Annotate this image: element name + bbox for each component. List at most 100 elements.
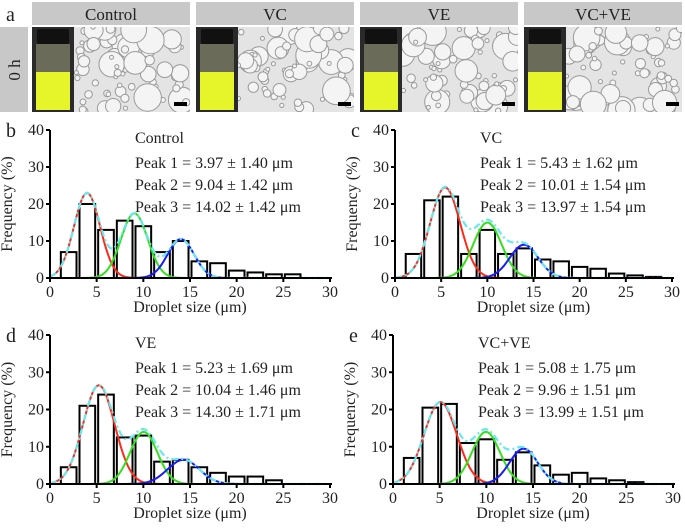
bar [570, 265, 589, 279]
x-axis-label: Droplet size (μm) [476, 505, 589, 522]
y-tick-label: 10 [373, 233, 389, 250]
droplet [238, 95, 241, 102]
droplet [434, 43, 452, 61]
column-header-bg [196, 2, 354, 25]
bar [171, 240, 190, 279]
peak-annotation: Peak 2 = 9.04 ± 1.42 μm [135, 177, 293, 194]
column-header-bg [360, 2, 518, 25]
peak-annotation: Peak 3 = 13.99 ± 1.51 μm [478, 404, 644, 421]
x-tick-label: 10 [479, 284, 495, 301]
droplet [614, 100, 632, 112]
peak-annotation: Peak 1 = 5.23 ± 1.69 μm [135, 360, 293, 377]
bar [477, 438, 496, 485]
droplet [238, 28, 245, 36]
scale-bar [174, 102, 187, 106]
droplet [408, 27, 427, 47]
droplet [454, 59, 479, 83]
droplet [435, 102, 442, 109]
peak-annotation: Peak 2 = 10.04 ± 1.46 μm [135, 382, 301, 399]
droplet [639, 68, 650, 79]
x-tick-label: 30 [322, 490, 338, 507]
bar [570, 471, 589, 486]
droplet [430, 90, 442, 102]
droplet [171, 64, 190, 83]
droplet [423, 77, 429, 83]
row-label: 0 h [5, 59, 24, 81]
droplet [319, 96, 326, 102]
droplet [326, 60, 332, 66]
droplet [664, 43, 670, 49]
y-tick-label: 0 [379, 476, 387, 493]
vial-cap [201, 29, 233, 44]
y-tick-label: 30 [371, 364, 387, 381]
droplet [478, 80, 490, 92]
y-tick-label: 0 [36, 270, 44, 287]
y-tick-label: 40 [28, 327, 44, 344]
droplet [338, 27, 350, 35]
x-tick-label: 5 [93, 490, 101, 507]
bar [227, 269, 246, 280]
x-tick-label: 15 [182, 490, 198, 507]
droplet [656, 71, 666, 81]
image-column-2: VE [360, 2, 518, 112]
x-tick-label: 0 [389, 490, 397, 507]
droplet [279, 102, 285, 108]
fit-curve-sum [394, 185, 672, 280]
droplet [167, 86, 190, 112]
panel-label: b [6, 120, 16, 142]
droplet [471, 37, 485, 50]
y-tick-label: 10 [28, 439, 44, 456]
chart-title: VC+VE [478, 335, 531, 352]
x-tick-label: 25 [618, 490, 634, 507]
vial-liquid [200, 72, 234, 110]
droplet [477, 49, 483, 55]
vial-liquid [36, 72, 70, 110]
droplet [144, 55, 155, 66]
x-tick-label: 5 [436, 490, 444, 507]
peak-annotation: Peak 1 = 5.08 ± 1.75 μm [478, 360, 636, 377]
histogram-b: b 0 5 10 15 20 25 30 0 10 20 30 40 Droplet size (μm) F… [0, 120, 338, 316]
x-tick-label: 30 [322, 284, 338, 301]
droplet [463, 27, 479, 38]
droplet [459, 88, 475, 104]
droplet [267, 27, 283, 38]
fit-curve-sum [49, 383, 330, 486]
x-tick-label: 20 [572, 284, 588, 301]
droplet [120, 27, 147, 44]
droplet [597, 78, 604, 85]
droplet [262, 89, 272, 98]
y-axis-label: Frequency (%) [344, 156, 361, 252]
droplet [406, 73, 416, 83]
vial-liquid [364, 72, 398, 110]
droplet [172, 84, 181, 93]
y-tick-label: 40 [28, 122, 44, 139]
y-tick-label: 20 [371, 402, 387, 419]
droplet [272, 82, 287, 97]
droplet [257, 71, 269, 83]
droplet [634, 57, 647, 70]
bar [589, 267, 607, 279]
x-axis-label: Droplet size (μm) [133, 299, 246, 316]
chart-title: VE [135, 335, 156, 352]
bar [440, 402, 458, 486]
droplet [133, 83, 162, 112]
x-tick-label: 10 [135, 284, 151, 301]
droplet [655, 27, 661, 32]
droplet [79, 40, 85, 46]
column-header: VC [263, 5, 287, 24]
y-tick-label: 10 [28, 233, 44, 250]
droplet [74, 74, 81, 82]
droplet [413, 39, 419, 45]
droplet [568, 45, 586, 63]
y-tick-label: 20 [373, 196, 389, 213]
droplet [123, 50, 148, 75]
x-tick-label: 30 [664, 284, 680, 301]
image-column-1: VC [196, 2, 354, 112]
droplet [293, 98, 303, 107]
droplet [431, 65, 437, 72]
x-tick-label: 10 [478, 490, 494, 507]
x-tick-label: 15 [525, 490, 541, 507]
x-tick-label: 0 [391, 284, 399, 301]
droplet [247, 81, 259, 93]
